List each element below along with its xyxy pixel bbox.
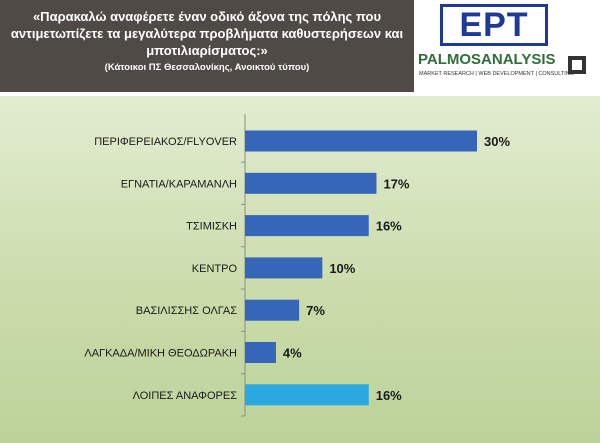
value-label: 7% <box>306 303 325 318</box>
value-label: 16% <box>376 388 402 403</box>
category-label: ΒΑΣΙΛΙΣΣΗΣ ΟΛΓΑΣ <box>136 305 237 317</box>
bar-3 <box>245 257 323 279</box>
value-label: 10% <box>329 261 355 276</box>
bar-5 <box>245 342 276 363</box>
question-text: «Παρακαλώ αναφέρετε έναν οδικό άξονα της… <box>8 8 406 76</box>
palmos-square-icon <box>568 56 586 74</box>
palmos-tagline: MARKET RESEARCH | WEB DEVELOPMENT | CONS… <box>419 71 575 77</box>
value-label: 17% <box>383 176 409 191</box>
bar-6 <box>245 384 369 406</box>
value-label: 4% <box>283 346 302 361</box>
category-label: ΕΓΝΑΤΙΑ/ΚΑΡΑΜΑΝΛΗ <box>121 178 237 190</box>
bar-1 <box>245 172 377 194</box>
question-line: «Παρακαλώ αναφέρετε έναν οδικό άξονα της… <box>10 9 404 58</box>
category-label: ΠΕΡΙΦΕΡΕΙΑΚΟΣ/FLYOVER <box>94 136 237 148</box>
category-label: ΚΕΝΤΡΟ <box>192 263 238 275</box>
palmos-logo: PALMOSANALYSIS <box>418 51 556 68</box>
category-label: ΛΟΙΠΕΣ ΑΝΑΦΟΡΕΣ <box>133 390 238 402</box>
bar-chart: ΠΕΡΙΦΕΡΕΙΑΚΟΣ/FLYOVER 30% ΕΓΝΑΤΙΑ/ΚΑΡΑΜΑΝΛ… <box>84 114 510 417</box>
ert-logo: ΕΡΤ <box>440 4 548 46</box>
question-subtitle: (Κάτοικοι ΠΣ Θεσσαλονίκης, Ανοικτού τύπο… <box>104 62 310 73</box>
bar-4 <box>245 299 300 321</box>
category-label: ΤΣΙΜΙΣΚΗ <box>186 221 237 233</box>
bar-0 <box>245 130 477 152</box>
value-label: 16% <box>376 219 402 234</box>
value-label: 30% <box>484 134 510 149</box>
bar-2 <box>245 215 369 237</box>
category-label: ΛΑΓΚΑΔΑ/ΜΙΚΗ ΘΕΟΔΩΡΑΚΗ <box>84 348 237 360</box>
